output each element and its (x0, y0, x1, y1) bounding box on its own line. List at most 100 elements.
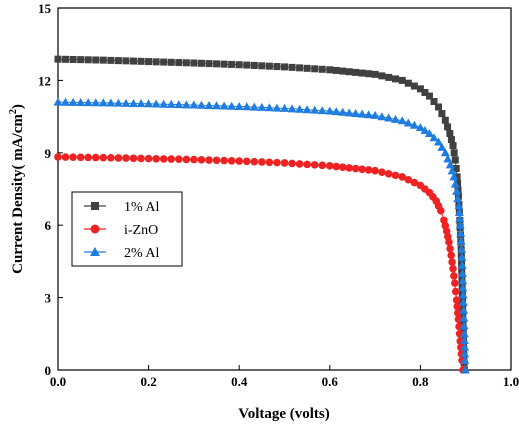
data-point-triangle (204, 100, 214, 109)
data-point-square (404, 79, 412, 87)
data-point-circle (190, 155, 198, 164)
data-point-triangle (310, 105, 320, 114)
plot-frame (57, 7, 512, 371)
data-point-triangle (460, 365, 470, 374)
data-point-triangle (121, 98, 131, 107)
data-point-square (385, 73, 393, 81)
data-point-triangle (450, 179, 460, 188)
data-point-triangle (460, 342, 470, 351)
data-point-square (152, 58, 160, 66)
data-point-square (441, 116, 449, 124)
data-point-circle (76, 153, 85, 162)
data-point-triangle (409, 120, 419, 129)
data-point-triangle (181, 100, 191, 109)
data-point-square (250, 61, 258, 69)
data-point-square (296, 64, 304, 72)
data-point-triangle (344, 108, 354, 117)
series-layer (53, 55, 470, 374)
data-point-square (92, 56, 100, 64)
data-point-triangle (459, 305, 469, 314)
data-point-circle (258, 158, 266, 166)
data-point-circle (358, 165, 366, 174)
data-point-triangle (370, 110, 380, 119)
legend-label-1: 1% Al (124, 200, 160, 215)
data-point-square (339, 67, 347, 75)
data-point-triangle (397, 116, 407, 125)
data-point-triangle (456, 228, 466, 237)
data-point-square (430, 98, 438, 106)
legend-marker-circle (90, 224, 100, 234)
data-point-square (371, 70, 379, 78)
data-point-triangle (460, 355, 470, 364)
data-point-triangle (83, 98, 93, 107)
data-point-square (99, 56, 107, 64)
data-point-circle (220, 156, 228, 165)
data-point-circle (227, 156, 236, 165)
data-point-circle (449, 264, 457, 273)
data-point-triangle (331, 107, 341, 116)
x-axis-ticks: 0.0 0.2 0.4 0.6 0.8 1.0 (50, 365, 519, 389)
data-point-triangle (280, 103, 289, 112)
data-point-square (421, 88, 429, 96)
y-tick-label: 15 (38, 1, 52, 16)
data-point-triangle (459, 321, 469, 330)
data-point-triangle (227, 101, 237, 110)
data-point-triangle (420, 125, 430, 134)
data-point-circle (69, 153, 77, 161)
data-point-triangle (68, 97, 78, 106)
data-point-square (454, 179, 462, 187)
y-axis-title-superscript: 2 (8, 109, 19, 114)
data-point-triangle (455, 220, 465, 229)
data-point-square (265, 62, 273, 70)
data-point-square (197, 59, 205, 67)
data-point-triangle (437, 142, 447, 151)
data-point-circle (182, 155, 191, 164)
data-point-circle (454, 309, 462, 317)
data-point-triangle (61, 97, 71, 106)
data-point-square (122, 57, 130, 65)
data-point-square (449, 142, 457, 150)
data-point-triangle (325, 106, 335, 115)
data-point-triangle (434, 137, 444, 146)
data-point-triangle (449, 172, 459, 181)
data-point-circle (175, 155, 183, 164)
data-point-triangle (106, 98, 116, 107)
data-point-circle (212, 156, 221, 165)
data-point-triangle (212, 101, 222, 110)
data-point-circle (273, 158, 281, 167)
data-point-triangle (351, 109, 361, 118)
data-point-circle (452, 296, 461, 304)
data-point-triangle (459, 335, 469, 344)
data-point-triangle (454, 207, 464, 216)
data-point-circle (129, 154, 138, 163)
data-point-circle (410, 178, 419, 187)
data-point-triangle (189, 100, 199, 109)
data-point-square (378, 72, 386, 80)
legend-item-1: 1% Al (84, 200, 160, 215)
data-point-circle (378, 168, 386, 177)
data-point-triangle (98, 98, 108, 107)
data-point-circle (446, 244, 454, 253)
data-point-circle (280, 159, 289, 167)
x-tick-label: 0.6 (322, 374, 339, 389)
data-point-circle (159, 155, 168, 163)
data-point-square (220, 60, 228, 68)
data-point-circle (326, 162, 334, 170)
legend-label-3: 2% Al (124, 246, 160, 261)
x-tick-label: 0.2 (140, 374, 156, 389)
data-point-circle (167, 155, 176, 163)
data-point-triangle (452, 186, 462, 195)
data-point-triangle (129, 98, 138, 107)
data-point-triangle (113, 98, 123, 107)
series-triangle (53, 97, 470, 374)
data-point-circle (99, 153, 108, 162)
data-point-circle (235, 157, 243, 165)
data-point-triangle (302, 105, 312, 114)
data-point-square (365, 70, 373, 78)
x-tick-label: 1.0 (503, 374, 519, 389)
y-axis-title-close: ) (10, 104, 26, 109)
data-point-circle (137, 154, 145, 163)
data-point-triangle (234, 101, 244, 110)
data-point-square (190, 59, 198, 67)
data-point-square (175, 59, 183, 67)
